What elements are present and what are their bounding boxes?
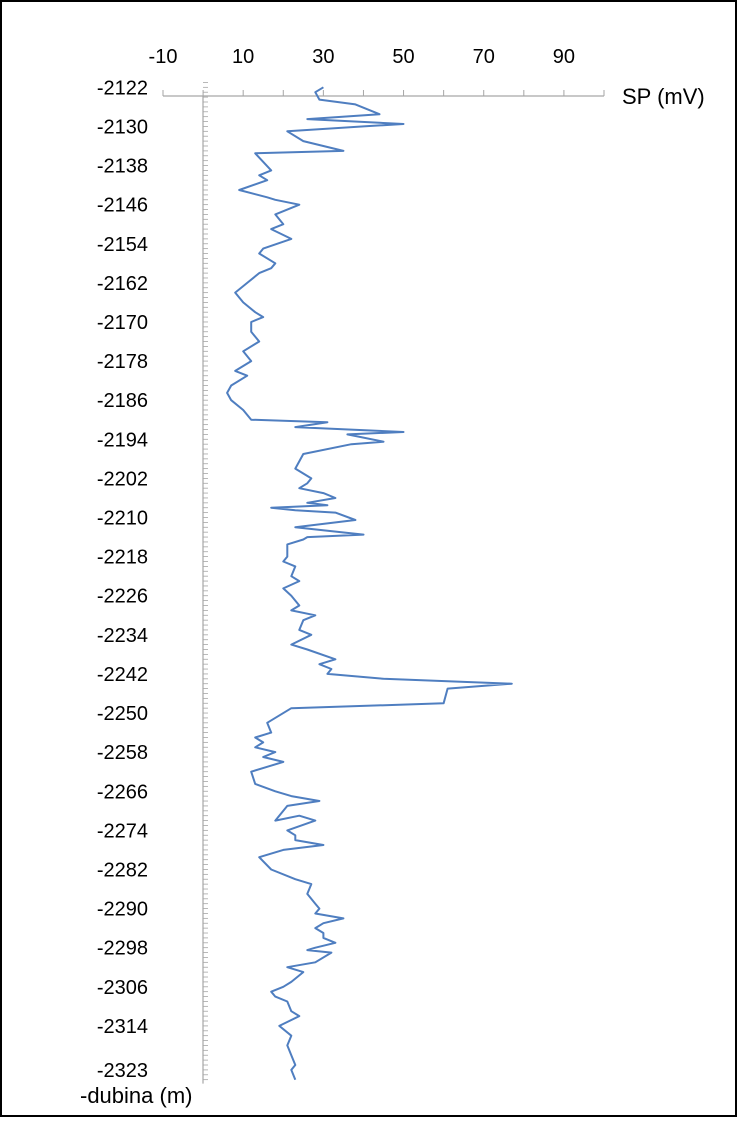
x-tick-label: -10: [149, 46, 178, 68]
series-line-sp: [226, 86, 513, 1081]
x-axis: -10 10 30 50 70 90: [149, 46, 605, 97]
y-tick-label: -2298: [97, 938, 148, 960]
y-tick-label: -2282: [97, 859, 148, 881]
y-tick-label: -2210: [97, 508, 148, 530]
y-tick-label: -2266: [97, 781, 148, 803]
y-tick-label: -2274: [97, 820, 148, 842]
y-tick-label: -2323: [97, 1060, 148, 1082]
y-tick-label: -2306: [97, 977, 148, 999]
x-axis-label: SP (mV): [622, 84, 705, 109]
y-tick-label: -2162: [97, 273, 148, 295]
y-tick-label: -2194: [97, 429, 148, 451]
y-tick-label: -2130: [97, 116, 148, 138]
y-tick-label: -2146: [97, 195, 148, 217]
x-tick-label: 30: [312, 46, 334, 68]
x-tick-label: 50: [392, 46, 414, 68]
y-tick-label: -2314: [97, 1016, 148, 1038]
y-tick-label: -2138: [97, 156, 148, 178]
x-tick-label: 10: [232, 46, 254, 68]
y-tick-label: -2122: [97, 77, 148, 99]
y-tick-label: -2250: [97, 703, 148, 725]
y-tick-label: -2258: [97, 742, 148, 764]
y-tick-label: -2234: [97, 625, 148, 647]
y-axis-label: -dubina (m): [80, 1083, 192, 1108]
y-tick-label: -2186: [97, 390, 148, 412]
y-tick-label: -2226: [97, 586, 148, 608]
y-tick-label: -2218: [97, 547, 148, 569]
y-tick-label: -2242: [97, 664, 148, 686]
series-group: [226, 86, 513, 1081]
y-tick-label: -2154: [97, 234, 148, 256]
y-tick-label: -2170: [97, 312, 148, 334]
x-tick-label: 70: [473, 46, 495, 68]
y-tick-label: -2202: [97, 468, 148, 490]
y-tick-label: -2178: [97, 351, 148, 373]
x-tick-label: 90: [553, 46, 575, 68]
y-tick-label: -2290: [97, 899, 148, 921]
y-axis: -2122 -2130 -2138 -2146 -2154 -2162 -2170 -2178…: [97, 77, 208, 1084]
